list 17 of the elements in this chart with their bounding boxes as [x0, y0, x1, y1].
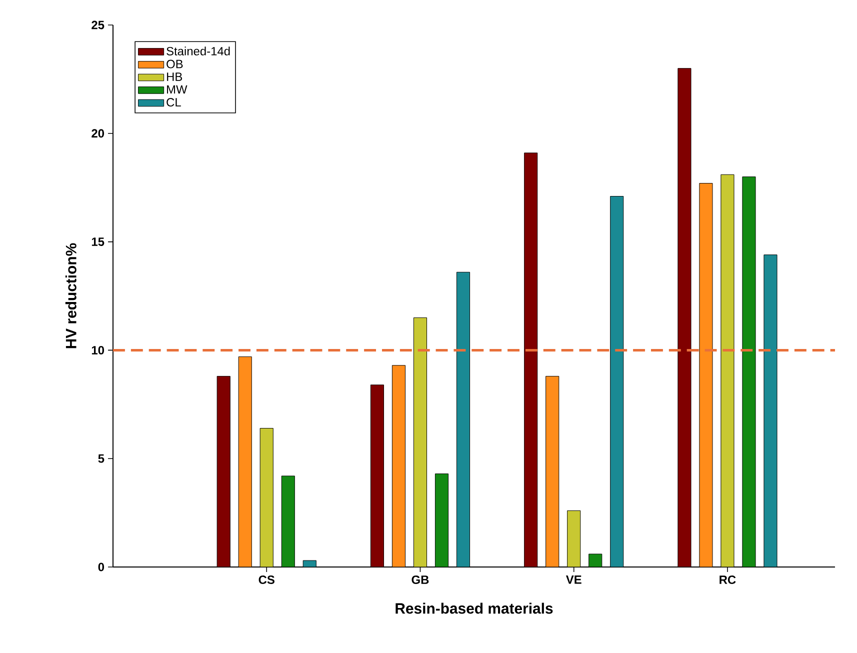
legend-label: MW: [167, 85, 188, 94]
x-axis-title: Resin-based materials: [396, 602, 553, 614]
x-tick-label: CS: [258, 576, 274, 584]
x-tick-label: GB: [412, 576, 429, 584]
legend-label: CL: [166, 98, 181, 106]
y-axis-title: HV reduction%: [65, 243, 76, 348]
legend-label: Stained-14d: [166, 46, 230, 56]
y-tick-label: 10: [92, 346, 104, 354]
legend-label: OB: [166, 60, 183, 68]
y-tick-label: 0: [98, 562, 104, 572]
legend-label: HB: [167, 72, 182, 81]
y-tick-label: 25: [92, 20, 104, 30]
y-tick-label: 20: [92, 129, 104, 138]
y-tick-label: 15: [92, 238, 104, 246]
x-tick-label: RC: [720, 576, 736, 584]
y-tick-label: 5: [98, 454, 104, 463]
x-tick-label: VE: [566, 576, 582, 584]
